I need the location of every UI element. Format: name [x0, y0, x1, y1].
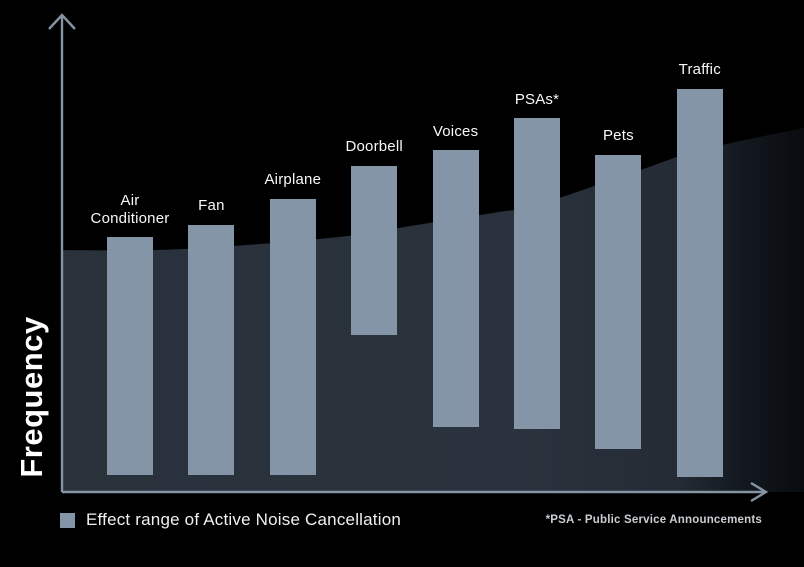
legend-label: Effect range of Active Noise Cancellatio… — [86, 510, 402, 529]
bar-traffic — [676, 89, 723, 478]
bar-label: Pets — [602, 127, 634, 145]
bar-doorbell — [351, 166, 398, 336]
bar-psas — [514, 118, 560, 429]
bar-fan — [188, 224, 235, 475]
bar-label: Air Conditioner — [90, 191, 170, 227]
bar-label: Voices — [432, 122, 479, 140]
bar-air-conditioner — [107, 237, 153, 475]
y-axis-arrow-icon — [48, 13, 76, 30]
legend: Effect range of Active Noise Cancellatio… — [60, 505, 401, 535]
legend-swatch — [60, 512, 75, 528]
bar-pets — [595, 155, 642, 449]
footnote: *PSA - Public Service Announcements — [545, 514, 762, 526]
bar-label: PSAs* — [514, 90, 560, 108]
bar-voices — [432, 150, 479, 427]
bar-label: Fan — [198, 197, 225, 215]
bar-label: Airplane — [264, 171, 322, 189]
bar-label: Doorbell — [345, 138, 403, 156]
bar-label: Traffic — [678, 61, 721, 79]
x-axis-arrow-icon — [750, 481, 769, 503]
y-axis-title: Frequency — [14, 316, 49, 478]
bar-airplane — [269, 198, 316, 475]
